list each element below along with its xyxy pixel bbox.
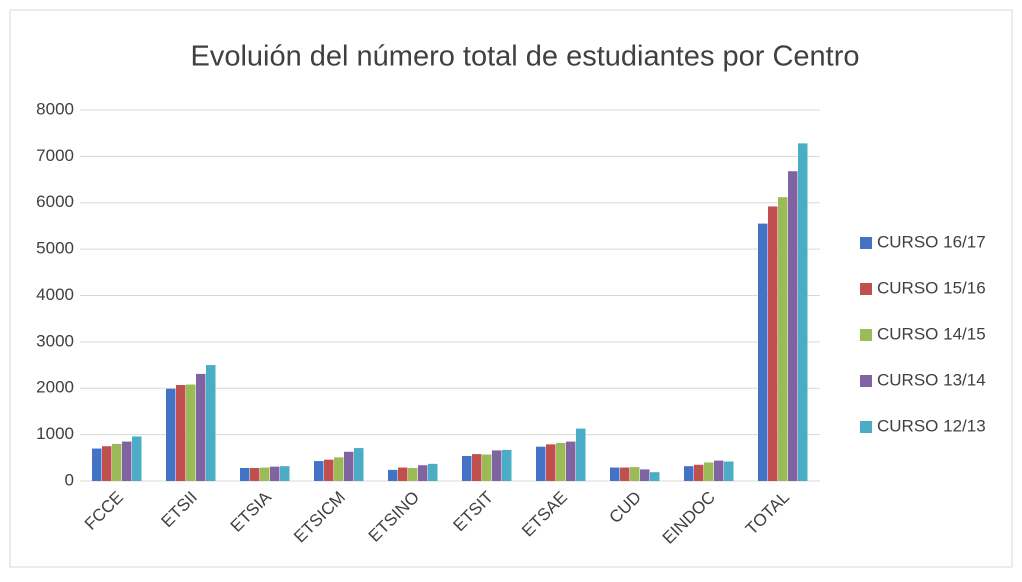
bar (314, 461, 324, 481)
legend-label: CURSO 14/15 (877, 324, 986, 343)
y-tick-label: 2000 (36, 378, 74, 397)
bar (176, 385, 186, 481)
bar (788, 171, 798, 481)
bar (354, 448, 364, 481)
bar (566, 441, 576, 481)
y-tick-label: 1000 (36, 424, 74, 443)
bar (270, 466, 280, 481)
bar (502, 449, 512, 481)
legend-swatch (860, 329, 872, 341)
y-tick-label: 8000 (36, 99, 74, 118)
bar (408, 468, 418, 481)
bar (482, 454, 492, 481)
bar (640, 469, 650, 481)
bar (240, 468, 250, 481)
bar (186, 384, 196, 481)
bar (768, 206, 778, 481)
bar (620, 467, 630, 481)
bar (428, 463, 438, 481)
legend-swatch (860, 283, 872, 295)
bar (694, 464, 704, 481)
legend-label: CURSO 15/16 (877, 278, 986, 297)
bar (344, 451, 354, 481)
bar (166, 388, 176, 481)
bar (556, 442, 566, 481)
legend-swatch (860, 237, 872, 249)
bar (778, 197, 788, 481)
bar (650, 472, 660, 481)
bar (630, 467, 640, 481)
bar (324, 459, 334, 481)
bar (250, 468, 260, 481)
bar (206, 365, 216, 481)
y-tick-label: 3000 (36, 331, 74, 350)
legend-swatch (860, 421, 872, 433)
bar (576, 428, 586, 481)
bar (684, 466, 694, 481)
bar (462, 455, 472, 481)
bar (472, 454, 482, 481)
bar (260, 467, 270, 481)
bar (714, 460, 724, 481)
bar (196, 373, 206, 481)
bar (388, 469, 398, 481)
bar (112, 443, 122, 481)
legend-swatch (860, 375, 872, 387)
bar (536, 446, 546, 481)
bar (122, 441, 132, 481)
bar (492, 450, 502, 481)
bar (798, 143, 808, 481)
y-tick-label: 5000 (36, 239, 74, 258)
y-tick-label: 4000 (36, 285, 74, 304)
bar (280, 466, 290, 481)
legend-label: CURSO 13/14 (877, 370, 986, 389)
bar (610, 467, 620, 481)
bar (132, 436, 142, 481)
chart-title: Evoluión del número total de estudiantes… (190, 41, 859, 73)
bar (704, 462, 714, 481)
bar (546, 444, 556, 481)
bar (724, 461, 734, 481)
bar (92, 448, 102, 481)
legend-label: CURSO 16/17 (877, 232, 986, 251)
bar (102, 446, 112, 481)
bar (334, 457, 344, 481)
y-tick-label: 7000 (36, 146, 74, 165)
bar (758, 223, 768, 481)
bar (418, 465, 428, 481)
legend-label: CURSO 12/13 (877, 416, 986, 435)
y-tick-label: 6000 (36, 192, 74, 211)
bar (398, 467, 408, 481)
y-tick-label: 0 (65, 470, 74, 489)
